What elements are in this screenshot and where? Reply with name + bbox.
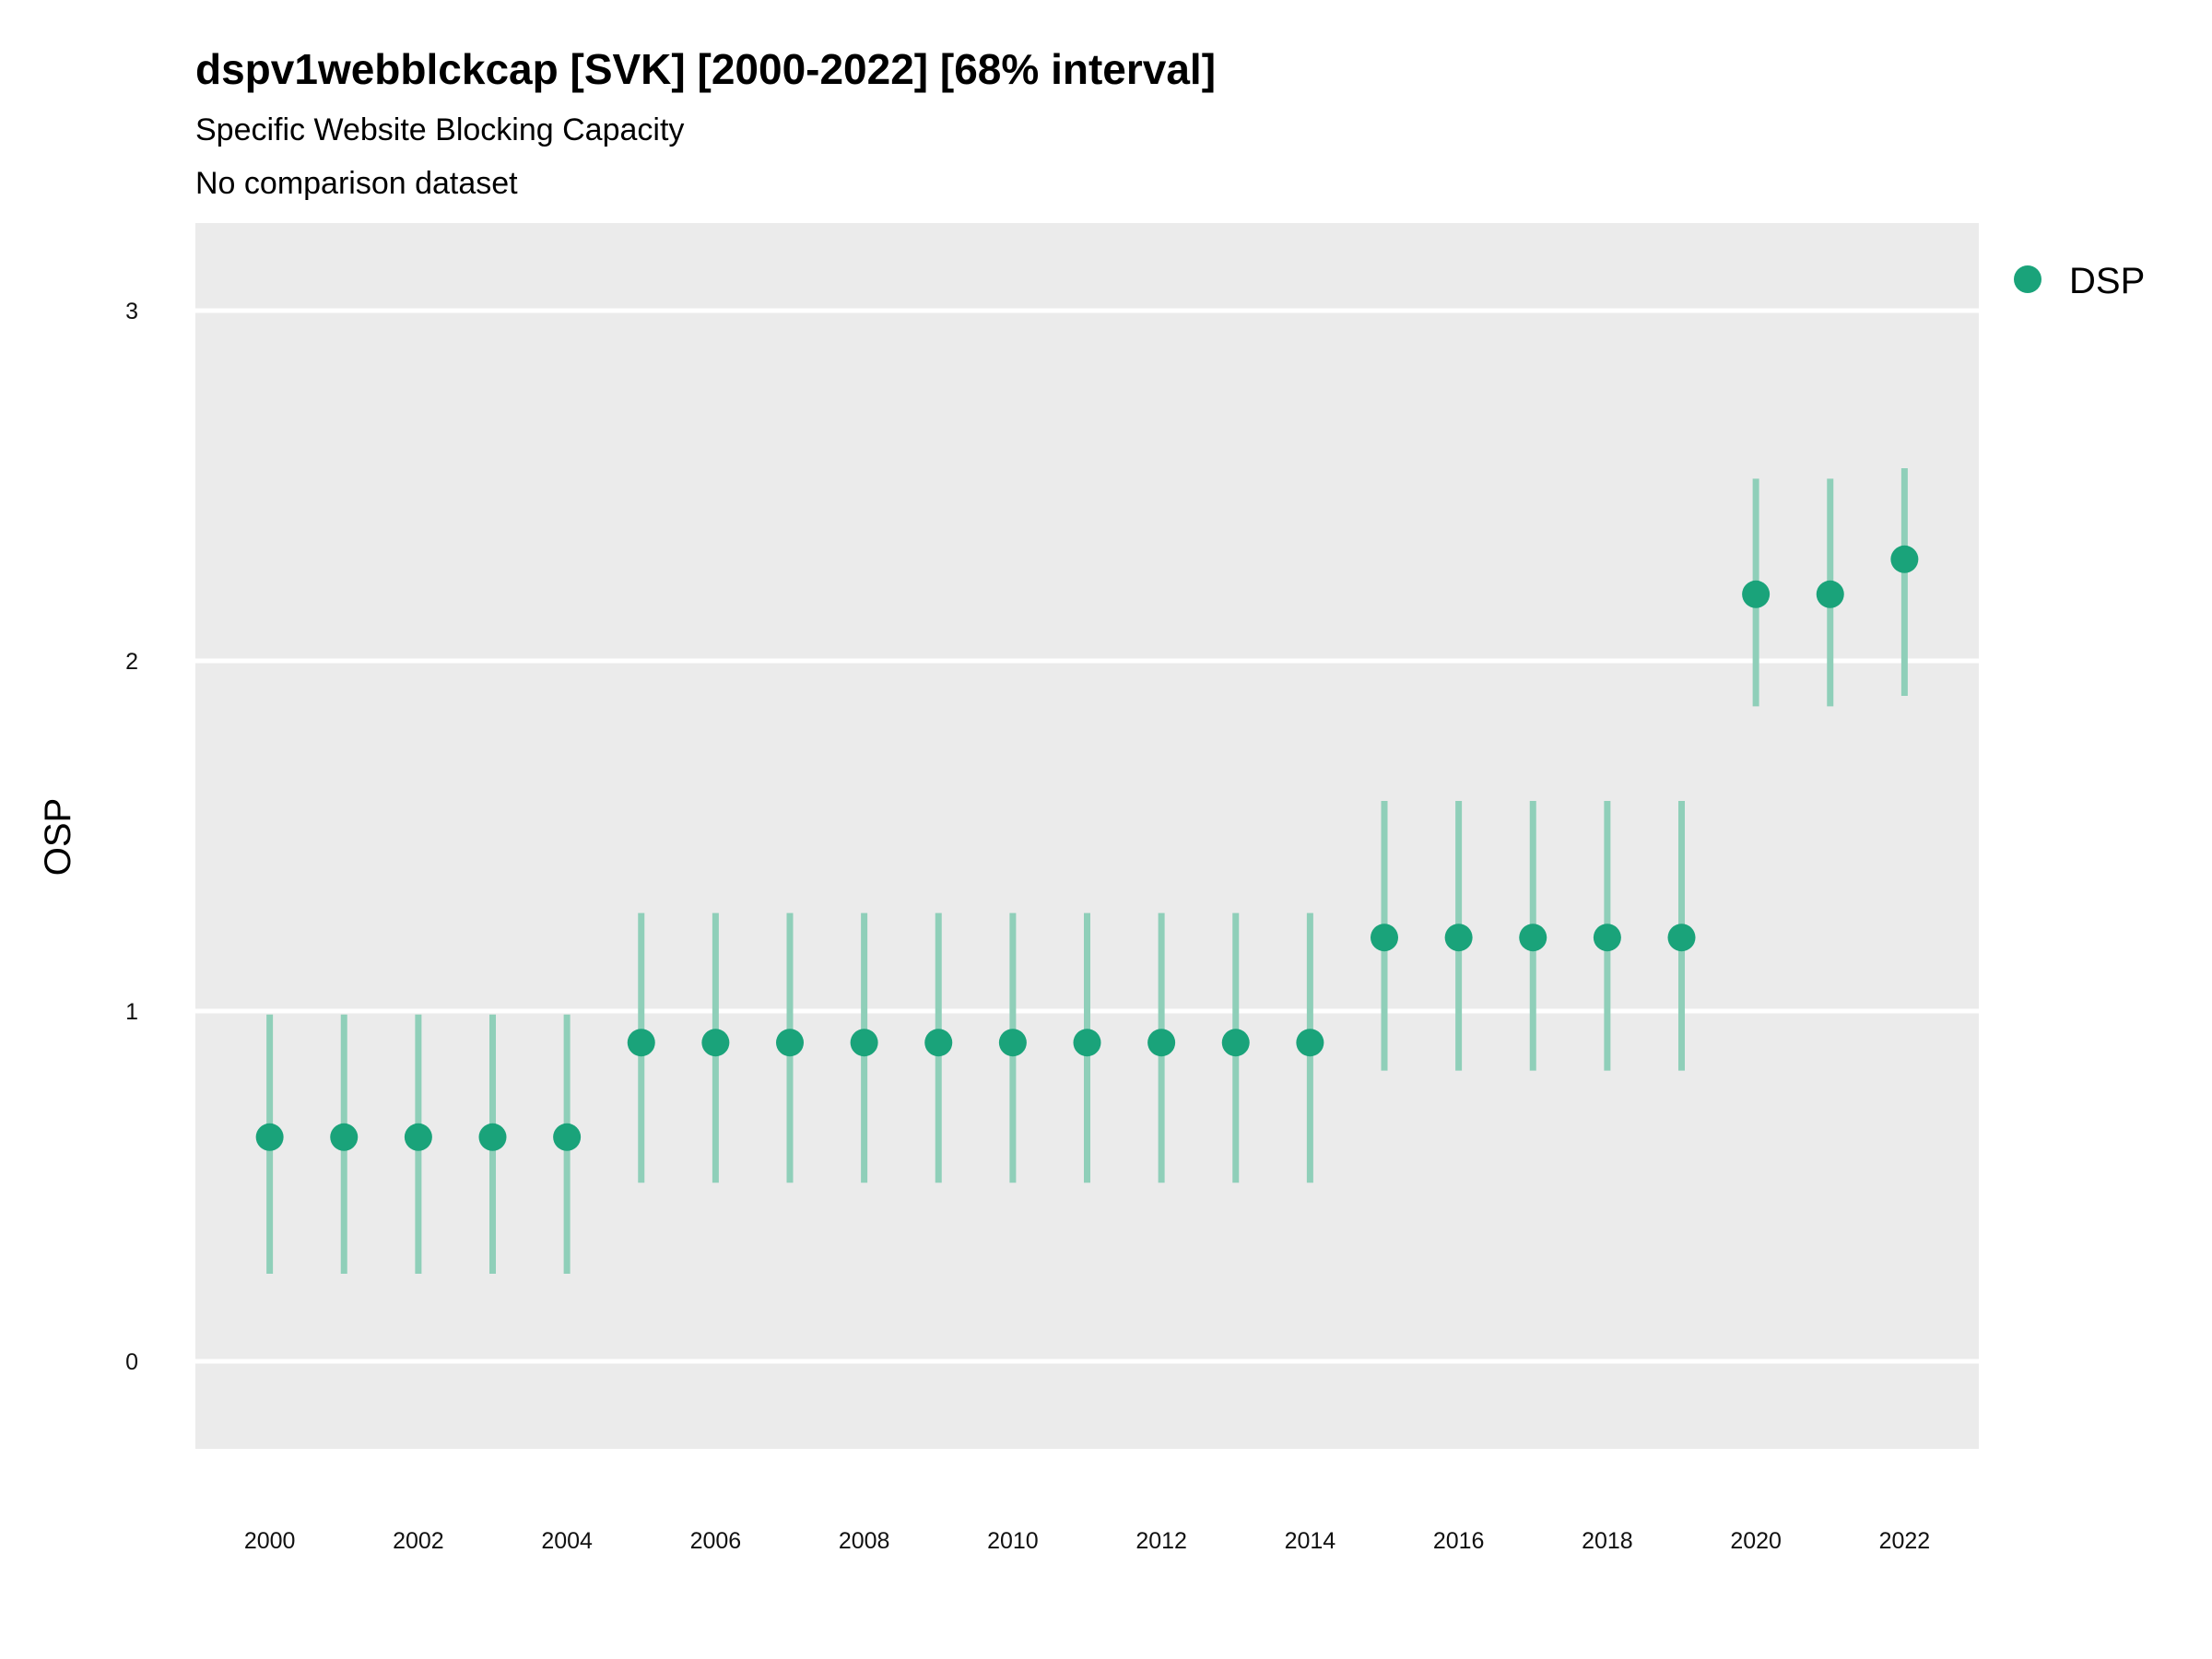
y-tick-label: 3	[125, 299, 138, 324]
x-tick-label: 2002	[393, 1528, 444, 1554]
x-tick-label: 2006	[690, 1528, 742, 1554]
x-tick-label: 2018	[1582, 1528, 1633, 1554]
legend-dsp-label: DSP	[2069, 261, 2145, 301]
data-point-2010	[998, 1029, 1027, 1057]
chart-title: dspv1webblckcap [SVK] [2000-2022] [68% i…	[195, 45, 1216, 93]
data-point-2004	[553, 1123, 582, 1151]
data-point-2011	[1073, 1029, 1101, 1057]
chart-subtitle: Specific Website Blocking Capacity	[195, 112, 684, 147]
data-point-2019	[1667, 924, 1696, 952]
data-point-2020	[1742, 580, 1771, 608]
data-point-2005	[627, 1029, 655, 1057]
data-point-2017	[1519, 924, 1547, 952]
data-points	[255, 545, 1919, 1151]
data-point-2013	[1221, 1029, 1250, 1057]
data-point-2001	[330, 1123, 359, 1151]
y-axis-ticks: 0 1 2 3	[125, 299, 138, 1375]
data-point-2003	[478, 1123, 507, 1151]
x-tick-label: 2016	[1433, 1528, 1485, 1554]
y-tick-label: 0	[125, 1349, 138, 1375]
x-tick-label: 2012	[1135, 1528, 1187, 1554]
data-point-2018	[1593, 924, 1621, 952]
data-point-2016	[1444, 924, 1473, 952]
x-tick-label: 2000	[244, 1528, 296, 1554]
y-axis-label: OSP	[38, 798, 78, 876]
data-point-2008	[850, 1029, 878, 1057]
data-point-2002	[404, 1123, 432, 1151]
plot-panel	[195, 223, 1979, 1449]
data-point-2014	[1296, 1029, 1324, 1057]
x-tick-label: 2020	[1730, 1528, 1782, 1554]
legend-dsp-marker	[2014, 265, 2041, 293]
data-point-2015	[1371, 924, 1398, 952]
legend: DSP	[2014, 261, 2145, 301]
x-tick-label: 2004	[541, 1528, 593, 1554]
data-point-2009	[924, 1029, 953, 1057]
data-point-2022	[1890, 545, 1919, 573]
y-tick-label: 1	[125, 999, 138, 1025]
x-tick-label: 2022	[1879, 1528, 1931, 1554]
data-point-2012	[1147, 1029, 1176, 1057]
data-point-2007	[776, 1029, 804, 1057]
x-axis-ticks: 2000 2002 2004 2006 2008 2010 2012 2014 2016 2018…	[244, 1528, 1930, 1554]
chart-caption: No comparison dataset	[195, 166, 518, 201]
data-point-2021	[1816, 580, 1844, 608]
x-tick-label: 2014	[1285, 1528, 1336, 1554]
data-point-2000	[255, 1123, 284, 1151]
x-tick-label: 2010	[987, 1528, 1039, 1554]
x-tick-label: 2008	[839, 1528, 890, 1554]
y-tick-label: 2	[125, 649, 138, 675]
data-point-2006	[701, 1029, 730, 1057]
